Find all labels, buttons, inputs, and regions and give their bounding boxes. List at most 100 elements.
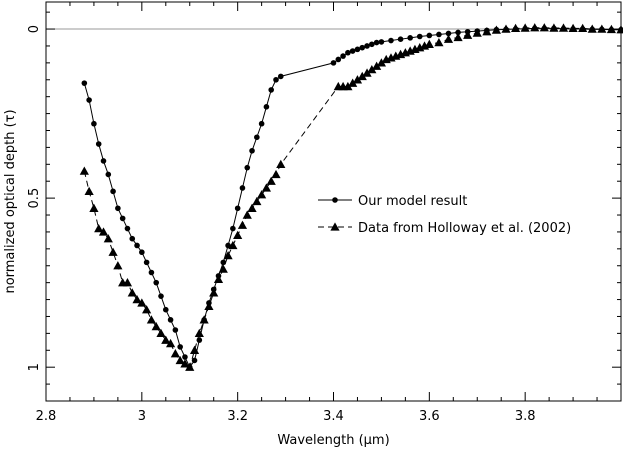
data-point (445, 30, 452, 37)
data-point (252, 196, 262, 206)
data-point (79, 166, 89, 175)
data-point (115, 205, 121, 212)
data-point (158, 293, 164, 299)
data-point (343, 81, 353, 91)
data-point (257, 190, 267, 199)
data-point (578, 23, 588, 33)
legend-marker (330, 222, 340, 231)
data-point (249, 147, 255, 154)
legend-marker (332, 197, 338, 203)
data-point (364, 43, 370, 49)
data-point (362, 68, 372, 77)
data-point (359, 44, 366, 51)
data-point (153, 279, 160, 286)
data-point (225, 242, 231, 249)
data-point (426, 32, 433, 39)
data-point (367, 65, 377, 74)
data-point (81, 80, 88, 86)
data-point (349, 48, 356, 54)
data-point (434, 37, 444, 47)
data-point (134, 242, 140, 249)
data-point (597, 24, 607, 33)
data-point (568, 23, 578, 33)
data-point (340, 53, 346, 59)
data-point (156, 328, 166, 338)
data-point (369, 41, 375, 48)
data-point (372, 61, 382, 70)
data-point (234, 205, 241, 212)
legend-label: Our model result (358, 194, 467, 209)
data-point (273, 76, 279, 83)
data-point (228, 240, 238, 250)
data-point (223, 251, 233, 260)
data-point (335, 56, 342, 63)
data-point (501, 24, 511, 33)
data-point (348, 78, 358, 87)
data-point (378, 39, 385, 45)
data-point (100, 158, 107, 164)
data-point (491, 25, 502, 34)
data-point (354, 46, 361, 53)
y-tick-label: 1 (27, 363, 42, 371)
data-point (482, 27, 492, 36)
data-point (95, 141, 102, 147)
data-point (146, 315, 157, 324)
data-point (110, 188, 116, 195)
data-point (266, 176, 276, 185)
data-point (124, 225, 131, 232)
data-point (204, 301, 214, 311)
data-point (453, 32, 463, 42)
data-point (510, 23, 521, 33)
data-point (277, 73, 284, 80)
data-point (108, 247, 118, 256)
data-point (165, 338, 176, 348)
x-tick-label: 3.4 (323, 409, 344, 424)
y-tick-label: 0.5 (27, 188, 42, 209)
data-point (185, 362, 195, 371)
data-point (472, 28, 482, 37)
data-point (139, 249, 145, 256)
series-2 (79, 23, 623, 371)
data-point (530, 23, 540, 32)
data-point (172, 327, 179, 333)
legend-label: Data from Holloway et al. (2002) (358, 221, 571, 236)
data-point (352, 75, 363, 84)
data-point (182, 354, 188, 360)
data-point (443, 34, 454, 43)
data-point (233, 230, 243, 239)
data-point (230, 225, 236, 232)
data-point (436, 31, 442, 38)
data-point (244, 164, 251, 171)
data-point (89, 203, 99, 212)
data-point (558, 23, 569, 32)
data-point (213, 274, 224, 283)
legend-entry-1: Our model result (318, 194, 467, 209)
data-point (276, 159, 286, 168)
legend: Our model result Data from Holloway et al… (318, 194, 571, 236)
data-point (271, 169, 281, 179)
data-point (539, 23, 549, 32)
axes: 2.8 3 3.2 3.4 3.6 3.8 0 0.5 1 Wavelength (μm) norm… (3, 1, 622, 448)
data-point (376, 58, 387, 67)
data-point (345, 49, 351, 56)
data-point (194, 328, 204, 338)
data-point (242, 210, 252, 219)
data-point (148, 269, 155, 276)
data-point (357, 71, 367, 81)
series-1 (81, 25, 623, 370)
data-point (520, 23, 530, 32)
series-line (83, 27, 622, 369)
data-point (549, 23, 559, 32)
data-point (142, 305, 152, 314)
data-point (388, 37, 394, 44)
series-layer (79, 23, 623, 371)
data-point (463, 30, 473, 39)
data-point (175, 355, 185, 365)
data-point (407, 35, 413, 41)
data-point (98, 227, 109, 236)
x-tick-label: 3.2 (227, 409, 248, 424)
data-point (189, 345, 200, 354)
data-point (167, 317, 174, 323)
data-point (84, 186, 94, 196)
data-point (218, 264, 228, 273)
